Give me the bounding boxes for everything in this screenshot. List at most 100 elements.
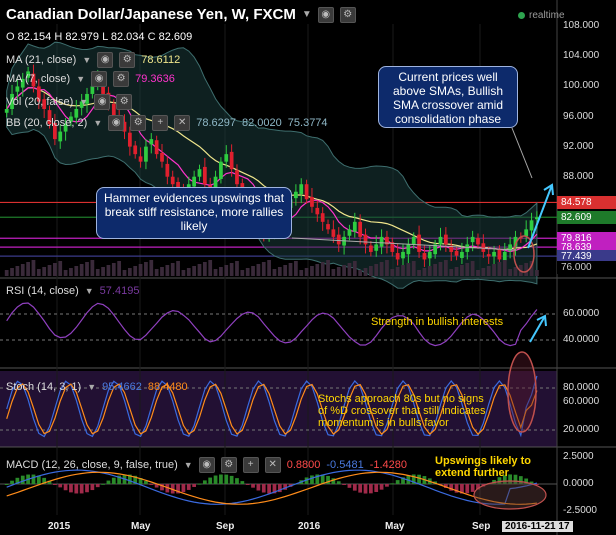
eye-icon[interactable]: ◉ <box>108 115 125 131</box>
ma7-legend[interactable]: MA (7, close) ▼ ◉ ⚙ 79.3636 <box>6 71 175 87</box>
candle-body <box>192 176 197 187</box>
candle-body <box>454 250 459 256</box>
volume-bar <box>304 268 309 276</box>
volume-bar <box>186 268 191 276</box>
stoch-legend[interactable]: Stoch (14, 3, 1) ▼ 95.4662 88.4480 <box>6 381 188 393</box>
volume-bar <box>144 262 148 276</box>
candle-body <box>476 238 480 245</box>
macd-histogram-bar <box>176 484 180 494</box>
close-icon[interactable]: ✕ <box>174 115 191 131</box>
volume-bar <box>347 263 352 276</box>
eye-icon[interactable]: ◉ <box>94 94 111 110</box>
volume-bar <box>476 270 480 276</box>
chevron-down-icon[interactable]: ▼ <box>76 74 86 84</box>
macd-histogram-bar <box>192 484 197 487</box>
eye-icon[interactable]: ◉ <box>97 52 114 68</box>
visibility-toggle-icon[interactable]: ◉ <box>317 6 334 23</box>
settings-gear-icon[interactable]: ⚙ <box>119 52 136 68</box>
settings-gear-icon[interactable]: ⚙ <box>113 71 130 87</box>
stoch-k-line <box>6 375 538 438</box>
volume-bar <box>535 270 539 276</box>
settings-gear-icon[interactable]: ⚙ <box>220 457 237 473</box>
add-icon[interactable]: + <box>152 115 169 131</box>
macd-histogram-bar <box>240 481 245 484</box>
macd-histogram-bar <box>358 484 363 493</box>
volume-bar <box>342 265 346 276</box>
macd-histogram-bar <box>518 476 523 484</box>
rsi-legend[interactable]: RSI (14, close) ▼ 57.4195 <box>6 285 139 297</box>
bb-legend[interactable]: BB (20, close, 2) ▼ ◉ ⚙ + ✕ 78.6297 82.0… <box>6 115 328 131</box>
hammer-highlight <box>513 235 535 273</box>
volume-bar <box>95 269 100 276</box>
symbol-title[interactable]: Canadian Dollar/Japanese Yen, W, FXCM <box>6 6 296 23</box>
open-value: 82.154 <box>17 31 52 43</box>
macd-histogram-bar <box>36 475 41 484</box>
candle-body <box>417 234 421 252</box>
volume-bar <box>224 265 229 276</box>
volume-bar <box>454 267 459 276</box>
volume-bar <box>465 263 470 276</box>
macd-legend[interactable]: MACD (12, 26, close, 9, false, true) ▼ ◉… <box>6 457 407 473</box>
settings-gear-icon[interactable]: ⚙ <box>130 115 147 131</box>
candle-body <box>406 244 411 255</box>
bullish-arrowhead <box>543 183 554 196</box>
macd-histogram-bar <box>133 475 138 484</box>
eye-icon[interactable]: ◉ <box>198 457 215 473</box>
macd-histogram-bar <box>347 484 352 488</box>
volume-bar <box>47 265 52 276</box>
macd-histogram-bar <box>283 484 288 490</box>
chevron-down-icon[interactable]: ▼ <box>301 9 312 20</box>
add-icon[interactable]: + <box>242 457 259 473</box>
x-tick-label: May <box>131 521 151 532</box>
ma21-value: 78.6112 <box>141 54 181 66</box>
macd-histogram-bar <box>460 484 464 494</box>
volume-bar <box>202 262 207 276</box>
volume-bar <box>219 267 223 276</box>
candle-body <box>460 251 464 258</box>
candle-body <box>235 170 239 185</box>
macd-histogram-bar <box>476 484 480 490</box>
settings-gear-icon[interactable]: ⚙ <box>116 94 133 110</box>
candle-body <box>310 197 314 207</box>
vol-legend[interactable]: Vol (20, false) ▼ ◉ ⚙ <box>6 94 133 110</box>
ma21-legend[interactable]: MA (21, close) ▼ ◉ ⚙ 78.6112 <box>6 52 180 68</box>
ohlc-readout: O 82.154 H 82.979 L 82.034 C 82.609 <box>6 31 192 43</box>
x-tick-label: Sep <box>216 521 235 532</box>
chevron-down-icon[interactable]: ▼ <box>84 286 94 296</box>
volume-bar <box>165 265 170 276</box>
macd-histogram-bar <box>138 478 143 484</box>
volume-bar <box>85 262 89 276</box>
macd-histogram-bar <box>320 474 325 484</box>
macd-tick-label: -2.5000 <box>563 504 597 516</box>
chevron-down-icon[interactable]: ▼ <box>82 55 92 65</box>
chevron-down-icon[interactable]: ▼ <box>183 460 193 470</box>
close-icon[interactable]: ✕ <box>264 457 281 473</box>
candle-body <box>53 122 57 140</box>
stoch-k-value: 95.4662 <box>102 381 142 393</box>
candle-body <box>63 124 68 132</box>
candle-body <box>481 243 486 252</box>
macd-histogram-bar <box>224 474 229 484</box>
rsi-arrowhead <box>536 314 547 327</box>
price-marker-label: 76.000 <box>557 260 616 274</box>
macd-histogram-bar <box>144 480 148 484</box>
candle-body <box>160 153 164 162</box>
macd-value-1: 0.8800 <box>286 459 321 471</box>
chevron-down-icon[interactable]: ▼ <box>79 97 89 107</box>
candle-body <box>47 110 52 125</box>
eye-icon[interactable]: ◉ <box>91 71 108 87</box>
candle-body <box>10 93 14 110</box>
macd-histogram-bar <box>251 484 255 488</box>
volume-bar <box>310 266 314 276</box>
x-tick-label: Sep <box>472 521 491 532</box>
settings-gear-icon[interactable]: ⚙ <box>339 6 356 23</box>
chevron-down-icon[interactable]: ▼ <box>93 118 103 128</box>
low-value: 82.034 <box>110 31 145 43</box>
candle-body <box>31 73 36 87</box>
macd-histogram-bar <box>10 480 14 484</box>
stoch-highlight <box>507 351 537 433</box>
chevron-down-icon[interactable]: ▼ <box>87 382 97 392</box>
open-label: O <box>6 31 15 43</box>
candle-body <box>422 253 427 260</box>
macd-histogram-bar <box>368 484 373 494</box>
